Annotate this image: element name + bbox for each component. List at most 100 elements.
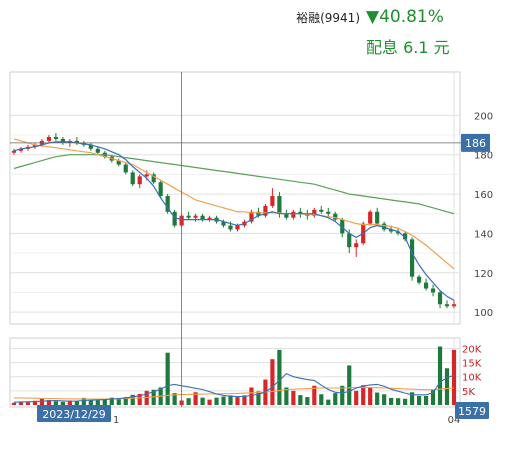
candle-body (430, 288, 436, 293)
volume-bar (382, 394, 387, 405)
volume-bar (207, 399, 212, 405)
volume-bar (214, 397, 219, 405)
change-percent: 40.81% (379, 7, 444, 27)
price-tick-label: 180 (474, 151, 493, 162)
candle-body (60, 138, 65, 143)
volume-bar (102, 399, 107, 405)
volume-bar (354, 390, 359, 405)
candle-body (200, 215, 205, 220)
volume-bar (116, 398, 121, 405)
volume-bar (53, 401, 58, 405)
volume-bar (451, 349, 457, 405)
volume-bar (437, 346, 443, 405)
candle-body (333, 213, 338, 220)
volume-bar (312, 385, 317, 405)
candle-body (375, 211, 380, 224)
candle-body (340, 219, 345, 234)
volume-bar (389, 397, 394, 405)
volume-bar (340, 385, 345, 405)
volume-bar (305, 397, 310, 405)
price-tag (461, 133, 490, 152)
price-tick-label: 140 (474, 229, 493, 240)
volume-average-lines (13, 372, 455, 403)
candle-body (389, 229, 394, 232)
candle-body (403, 233, 408, 240)
candle-body (18, 148, 24, 151)
volume-bar (137, 393, 142, 405)
candle-body (228, 225, 233, 230)
candle-body (74, 140, 79, 143)
volume-ma-short-line (13, 372, 455, 403)
candle-body (298, 211, 303, 214)
volume-bar (291, 390, 296, 405)
candle-body (165, 196, 170, 212)
price-panel-frame (9, 71, 461, 325)
candle-body (193, 215, 198, 218)
candle-body (116, 160, 121, 165)
volume-bar (298, 395, 303, 405)
volume-tick-label: 15K (462, 359, 482, 370)
volume-bar (256, 391, 261, 405)
candle-body (46, 137, 52, 141)
price-tick-label: 100 (474, 308, 493, 319)
volume-bar (109, 397, 114, 405)
volume-bar (430, 389, 436, 405)
volume-tick-label: 5K (462, 387, 475, 398)
volume-axis: 20K 15K 10K 5K (462, 344, 482, 397)
volume-bar (32, 400, 38, 405)
volume-bar (410, 392, 415, 405)
candle-body (423, 282, 429, 289)
volume-bar (375, 392, 380, 405)
candle-body (88, 144, 93, 149)
candle-body (382, 223, 387, 230)
volume-panel: 20K 15K 10K 5K (9, 337, 482, 408)
volume-bar (165, 352, 170, 405)
candle-body (32, 144, 38, 147)
volume-tick-label: 20K (462, 344, 482, 355)
date-axis: 1 040710 (113, 415, 460, 426)
volume-bar (416, 395, 422, 405)
ma-mid-line (13, 138, 455, 270)
volume-bar (200, 397, 205, 405)
volume-bar (235, 397, 240, 405)
price-grid (10, 72, 460, 324)
volume-bar (444, 368, 450, 405)
volume-bar (18, 401, 24, 405)
candle-body (312, 209, 317, 216)
candle-body (354, 243, 359, 248)
volume-tick-label: 10K (462, 373, 482, 384)
date-tag-label: 2023/12/29 (42, 408, 105, 421)
volume-panel-frame (9, 337, 461, 408)
volume-bar (11, 402, 17, 405)
price-tick-label: 120 (474, 269, 493, 280)
candle-body (270, 196, 275, 206)
candle-body (186, 215, 191, 218)
candle-body (347, 233, 352, 248)
moving-average-lines (13, 138, 455, 301)
stock-name: 裕融(9941) (296, 11, 360, 25)
volume-bar (25, 402, 31, 405)
candle-body (249, 211, 254, 222)
volume-bar (186, 398, 191, 405)
candle-body (53, 137, 58, 139)
price-tick-label: 200 (474, 111, 493, 122)
volume-bar (326, 399, 331, 405)
candle-body (151, 174, 156, 183)
date-tag (37, 405, 111, 422)
candle-body (137, 176, 142, 185)
candle-body (172, 211, 177, 226)
candle-body (319, 209, 324, 212)
stock-header: 裕融(9941) ▼40.81% 配息 6.1 元 (0, 0, 519, 70)
crosshair: 186 2023/12/29 (10, 72, 490, 422)
candle-body (158, 182, 163, 197)
volume-bar (333, 393, 338, 405)
volume-tag-label: 1579 (458, 405, 486, 418)
candle-body (284, 213, 289, 218)
candle-body (130, 172, 135, 185)
volume-bar (284, 387, 289, 405)
candle-body (444, 304, 450, 307)
candle-body (235, 225, 240, 230)
candle-body (416, 276, 422, 283)
price-tick-label: 160 (474, 190, 493, 201)
